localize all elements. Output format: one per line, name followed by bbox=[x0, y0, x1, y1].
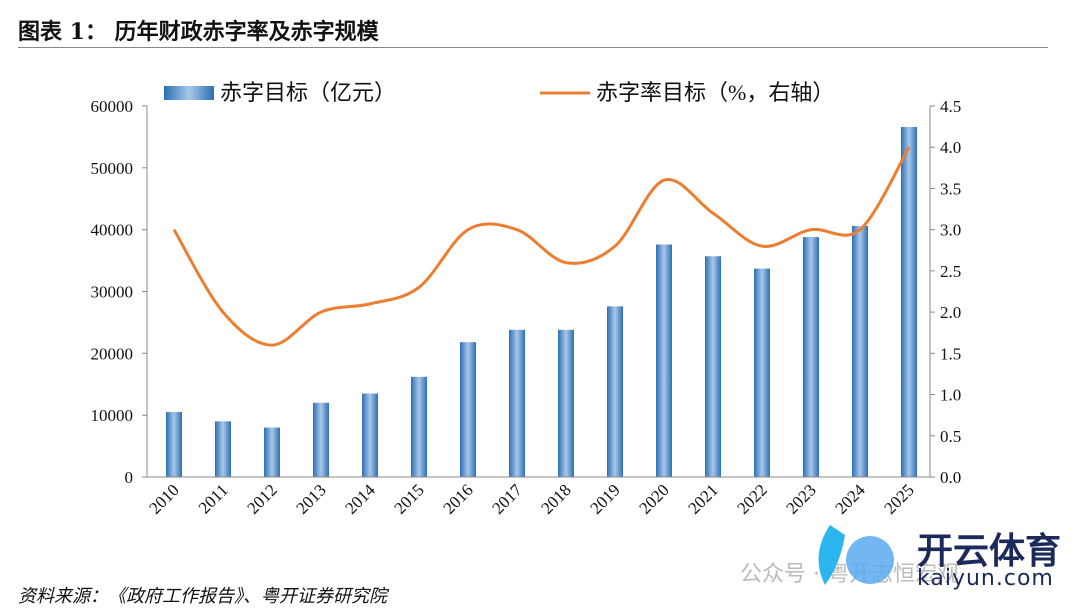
bar-2024 bbox=[852, 225, 868, 477]
x-tick-label: 2015 bbox=[390, 480, 427, 517]
x-tick-label: 2016 bbox=[439, 480, 476, 517]
bar-2025 bbox=[901, 127, 917, 478]
x-tick-label: 2021 bbox=[684, 480, 721, 517]
right-tick-label: 1.0 bbox=[940, 386, 961, 405]
left-tick-label: 10000 bbox=[91, 406, 134, 425]
bar-2013 bbox=[313, 402, 329, 477]
legend-bar-swatch bbox=[164, 86, 214, 100]
title-divider bbox=[18, 47, 1048, 48]
x-tick-label: 2012 bbox=[243, 480, 280, 517]
bar-2017 bbox=[509, 329, 525, 477]
bar-2011 bbox=[215, 421, 231, 477]
x-tick-label: 2017 bbox=[488, 480, 526, 518]
left-tick-label: 20000 bbox=[91, 344, 134, 363]
bar-2012 bbox=[264, 427, 280, 477]
right-tick-label: 1.5 bbox=[940, 344, 961, 363]
bar-2022 bbox=[754, 268, 770, 477]
bar-2016 bbox=[460, 342, 476, 477]
x-tick-label: 2024 bbox=[831, 480, 869, 518]
legend-line-label: 赤字率目标（%，右轴） bbox=[596, 80, 834, 105]
left-tick-label: 50000 bbox=[91, 159, 134, 178]
x-tick-label: 2018 bbox=[537, 480, 574, 517]
source-note: 资料来源：《政府工作报告》、粤开证券研究院 bbox=[18, 586, 387, 607]
right-tick-label: 3.0 bbox=[940, 221, 961, 240]
right-tick-label: 0.0 bbox=[940, 468, 961, 487]
deficit-rate-line bbox=[172, 146, 911, 347]
right-tick-label: 2.5 bbox=[940, 262, 961, 281]
chart: 2010 2011 2012 2013 2014 2015 2016 2017 2018 2019… bbox=[91, 80, 962, 518]
bar-2010 bbox=[166, 412, 182, 477]
bar-2023 bbox=[803, 237, 819, 477]
x-tick-label: 2020 bbox=[635, 480, 672, 517]
bar-2014 bbox=[362, 393, 378, 477]
bar-2020 bbox=[656, 244, 672, 477]
x-tick-label: 2014 bbox=[341, 480, 379, 518]
x-tick-label: 2019 bbox=[586, 480, 623, 517]
bar-2018 bbox=[558, 329, 574, 477]
x-tick-label: 2025 bbox=[880, 480, 917, 517]
x-tick-label: 2022 bbox=[733, 480, 770, 517]
chart-title: 图表 1： 历年财政赤字率及赤字规模 bbox=[18, 19, 379, 45]
kaiyun-logo-icon bbox=[818, 525, 894, 585]
right-tick-label: 4.5 bbox=[940, 97, 961, 116]
x-tick-label: 2010 bbox=[145, 480, 182, 517]
left-tick-label: 60000 bbox=[91, 97, 134, 116]
bar-2021 bbox=[705, 256, 721, 477]
right-tick-label: 0.5 bbox=[940, 427, 961, 446]
right-tick-label: 3.5 bbox=[940, 179, 961, 198]
left-tick-label: 0 bbox=[125, 468, 134, 487]
logo-text-en: kaiyun.com bbox=[917, 566, 1054, 591]
right-tick-label: 4.0 bbox=[940, 138, 961, 157]
right-tick-label: 2.0 bbox=[940, 303, 961, 322]
x-tick-label: 2023 bbox=[782, 480, 819, 517]
legend-bar-label: 赤字目标（亿元） bbox=[220, 80, 396, 105]
bar-2015 bbox=[411, 376, 427, 477]
bar-2019 bbox=[607, 306, 623, 477]
logo-text-cn: 开云体育 bbox=[917, 531, 1062, 572]
x-tick-label: 2011 bbox=[195, 480, 232, 517]
left-tick-label: 30000 bbox=[91, 283, 134, 302]
left-tick-label: 40000 bbox=[91, 221, 134, 240]
x-tick-label: 2013 bbox=[292, 480, 329, 517]
